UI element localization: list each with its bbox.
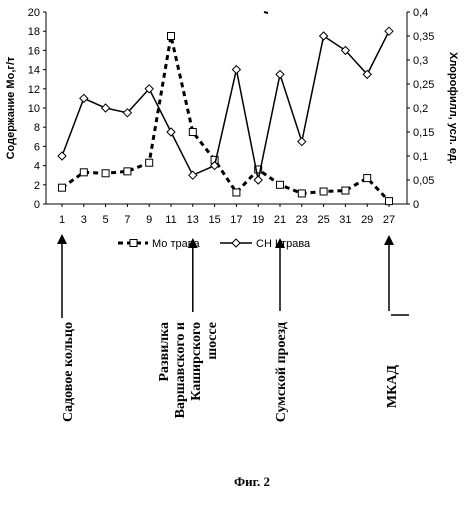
y-left-tick-label: 14	[28, 65, 40, 77]
x-tick-label: 1	[59, 214, 65, 226]
y-right-tick-label: 0,3	[413, 55, 428, 67]
data-point-mo	[80, 169, 87, 176]
y-right-tick-label: 0,2	[413, 103, 428, 115]
arrow-mkad-head	[384, 235, 394, 245]
x-tick-label: 21	[274, 214, 286, 226]
y-right-axis-title: Хлорофилл, усл. ед.	[447, 52, 459, 164]
data-point-chl	[254, 176, 262, 184]
data-point-chl	[80, 94, 88, 102]
data-point-mo	[298, 190, 305, 197]
data-point-mo	[364, 175, 371, 182]
annotation-sadovoe-koltso: Садовое кольцо	[61, 322, 76, 422]
x-tick-label: 29	[361, 214, 373, 226]
annotation-sumskoy-proezd: Сумской проезд	[274, 322, 289, 422]
x-tick-label: 31	[339, 214, 351, 226]
arrow-sadovoe-head	[57, 234, 67, 244]
data-point-mo	[320, 188, 327, 195]
series-line-1	[62, 31, 389, 180]
stray-mark	[264, 12, 268, 13]
data-point-chl	[232, 66, 240, 74]
annotation-razvilka-line: Варшавского и	[173, 322, 188, 418]
y-right-tick-label: 0,05	[413, 175, 434, 187]
data-point-mo	[124, 168, 131, 175]
y-left-tick-label: 0	[34, 199, 40, 211]
data-point-chl	[385, 27, 393, 35]
data-point-chl	[189, 171, 197, 179]
y-left-tick-label: 4	[34, 161, 40, 173]
y-right-tick-label: 0,4	[413, 7, 428, 19]
y-left-tick-label: 8	[34, 122, 40, 134]
data-point-chl	[102, 104, 110, 112]
x-tick-label: 23	[296, 214, 308, 226]
data-point-mo	[59, 184, 66, 191]
data-point-chl	[276, 70, 284, 78]
data-point-mo	[146, 159, 153, 166]
figure-caption: Фиг. 2	[234, 474, 270, 489]
x-tick-label: 5	[103, 214, 109, 226]
y-right-tick-label: 0,35	[413, 31, 434, 43]
x-tick-label: 9	[146, 214, 152, 226]
y-right-tick-label: 0	[413, 199, 419, 211]
data-point-chl	[58, 152, 66, 160]
legend-label-chl: СН Lтрава	[256, 238, 311, 250]
data-point-mo	[102, 170, 109, 177]
y-left-tick-label: 12	[28, 84, 40, 96]
x-tick-label: 17	[230, 214, 242, 226]
x-tick-label: 27	[383, 214, 395, 226]
annotation-razvilka-line: Развилка	[157, 322, 172, 382]
annotation-razvilka-line: Каширского	[189, 322, 204, 401]
data-point-mo	[342, 187, 349, 194]
annotation-razvilka-line: шоссе	[205, 322, 220, 360]
y-right-tick-label: 0,1	[413, 151, 428, 163]
x-tick-label: 7	[124, 214, 130, 226]
y-right-tick-label: 0,25	[413, 79, 434, 91]
x-tick-label: 3	[81, 214, 87, 226]
y-right-tick-label: 0,15	[413, 127, 434, 139]
legend-marker-mo	[130, 240, 137, 247]
y-left-tick-label: 10	[28, 103, 40, 115]
data-point-mo	[168, 33, 175, 40]
y-left-tick-label: 6	[34, 141, 40, 153]
data-point-chl	[320, 32, 328, 40]
y-left-tick-label: 2	[34, 180, 40, 192]
data-point-mo	[189, 129, 196, 136]
data-point-mo	[277, 181, 284, 188]
data-point-mo	[386, 198, 393, 205]
x-tick-label: 13	[187, 214, 199, 226]
data-point-chl	[167, 128, 175, 136]
x-tick-label: 11	[165, 214, 176, 226]
y-left-tick-label: 16	[28, 45, 40, 57]
y-left-tick-label: 20	[28, 7, 40, 19]
x-tick-label: 25	[317, 214, 329, 226]
legend-marker-chl	[232, 239, 240, 247]
y-left-axis-title: Содержание Мо,г/т	[5, 56, 17, 159]
data-point-mo	[233, 189, 240, 196]
x-tick-label: 15	[208, 214, 220, 226]
y-left-tick-label: 18	[28, 26, 40, 38]
annotation-mkad: МКАД	[385, 365, 400, 408]
data-point-chl	[298, 138, 306, 146]
x-tick-label: 19	[252, 214, 264, 226]
